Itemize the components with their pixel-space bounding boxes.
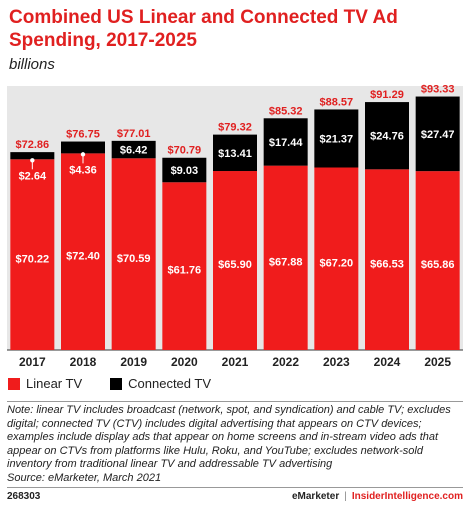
data-label-linear-tv-2021: $65.90 bbox=[218, 259, 252, 271]
x-tick-label-2018: 2018 bbox=[70, 355, 97, 369]
data-label-linear-tv-2024: $66.53 bbox=[370, 258, 404, 270]
data-label-connected-tv-2019: $6.42 bbox=[120, 145, 148, 157]
x-tick-label-2024: 2024 bbox=[374, 355, 401, 369]
footer-brand: eMarketer | InsiderIntelligence.com bbox=[292, 491, 463, 502]
total-label-2019: $77.01 bbox=[117, 128, 151, 140]
data-label-linear-tv-2017: $70.22 bbox=[16, 253, 50, 265]
data-label-linear-tv-2025: $65.86 bbox=[421, 259, 455, 271]
data-label-connected-tv-2025: $27.47 bbox=[421, 129, 455, 141]
data-label-connected-tv-2022: $17.44 bbox=[269, 137, 304, 149]
data-label-linear-tv-2019: $70.59 bbox=[117, 253, 151, 265]
chart-subtitle: billions bbox=[9, 56, 55, 73]
x-tick-label-2023: 2023 bbox=[323, 355, 350, 369]
x-tick-label-2019: 2019 bbox=[120, 355, 147, 369]
total-label-2021: $79.32 bbox=[218, 122, 252, 134]
data-label-linear-tv-2022: $67.88 bbox=[269, 257, 303, 269]
bar-connected-tv-2017 bbox=[10, 152, 55, 160]
bar-linear-tv-2024 bbox=[365, 169, 409, 350]
site-link[interactable]: InsiderIntelligence.com bbox=[351, 491, 463, 502]
data-label-linear-tv-2020: $61.76 bbox=[168, 264, 202, 276]
total-label-2022: $85.32 bbox=[269, 105, 303, 117]
data-label-linear-tv-2018: $72.40 bbox=[66, 251, 100, 263]
note-text: Note: linear TV includes broadcast (netw… bbox=[7, 404, 451, 471]
total-label-2020: $70.79 bbox=[168, 145, 202, 157]
legend-label-linear-tv: Linear TV bbox=[26, 376, 83, 391]
data-label-connected-tv-2020: $9.03 bbox=[171, 165, 199, 177]
bar-connected-tv-2020 bbox=[162, 157, 207, 183]
chart-note: Note: linear TV includes broadcast (netw… bbox=[7, 404, 465, 486]
bar-connected-tv-2025 bbox=[415, 96, 460, 172]
bar-linear-tv-2018 bbox=[61, 153, 105, 350]
data-label-linear-tv-2023: $67.20 bbox=[320, 257, 354, 269]
legend-item-linear-tv: Linear TV bbox=[8, 376, 82, 391]
x-tick-label-2022: 2022 bbox=[272, 355, 299, 369]
total-label-2024: $91.29 bbox=[370, 89, 404, 101]
total-label-2025: $93.33 bbox=[421, 84, 455, 96]
data-label-connected-tv-2021: $13.41 bbox=[218, 148, 252, 160]
data-label-connected-tv-2018: $4.36 bbox=[69, 164, 97, 176]
total-label-2018: $76.75 bbox=[66, 129, 100, 141]
pointer-dot-2018 bbox=[80, 152, 86, 157]
bar-connected-tv-2018 bbox=[61, 141, 105, 154]
data-label-connected-tv-2023: $21.37 bbox=[320, 133, 354, 145]
bar-connected-tv-2024 bbox=[365, 102, 409, 170]
bar-linear-tv-2023 bbox=[314, 167, 359, 350]
stacked-bar-chart: $70.22 $2.64 $72.86 2017 $72.40 $4.36 $76.75 20… bbox=[7, 84, 463, 369]
bar-connected-tv-2021 bbox=[213, 134, 257, 172]
x-tick-label-2025: 2025 bbox=[424, 355, 451, 369]
bar-connected-tv-2019 bbox=[111, 140, 156, 159]
source-text: Source: eMarketer, March 2021 bbox=[7, 471, 162, 484]
chart-title: Combined US Linear and Connected TV Ad S… bbox=[9, 7, 398, 51]
bar-linear-tv-2022 bbox=[263, 165, 308, 350]
bar-linear-tv-2025 bbox=[415, 171, 460, 350]
chart-id: 268303 bbox=[7, 491, 41, 502]
legend-label-connected-tv: Connected TV bbox=[128, 376, 212, 391]
bar-linear-tv-2020 bbox=[162, 182, 207, 350]
data-label-connected-tv-2024: $24.76 bbox=[370, 131, 404, 143]
x-tick-label-2020: 2020 bbox=[171, 355, 198, 369]
x-tick-label-2021: 2021 bbox=[222, 355, 249, 369]
pointer-dot-2017 bbox=[30, 158, 35, 163]
bar-linear-tv-2017 bbox=[10, 159, 55, 350]
bar-connected-tv-2023 bbox=[314, 109, 359, 168]
brand-name: eMarketer bbox=[291, 491, 340, 502]
total-label-2017: $72.86 bbox=[16, 139, 50, 151]
bar-connected-tv-2022 bbox=[263, 118, 308, 166]
brand-separator: | bbox=[344, 491, 347, 502]
x-tick-label-2017: 2017 bbox=[19, 355, 46, 369]
legend: Linear TV Connected TV bbox=[8, 376, 239, 391]
data-label-connected-tv-2017: $2.64 bbox=[19, 170, 47, 182]
note-divider bbox=[7, 401, 463, 402]
bar-linear-tv-2021 bbox=[213, 171, 257, 350]
legend-item-connected-tv: Connected TV bbox=[110, 376, 211, 391]
legend-swatch-connected-tv bbox=[110, 377, 123, 390]
legend-swatch-linear-tv bbox=[8, 377, 20, 390]
footer-divider bbox=[7, 487, 463, 488]
bar-linear-tv-2019 bbox=[111, 158, 156, 350]
total-label-2023: $88.57 bbox=[320, 96, 354, 108]
